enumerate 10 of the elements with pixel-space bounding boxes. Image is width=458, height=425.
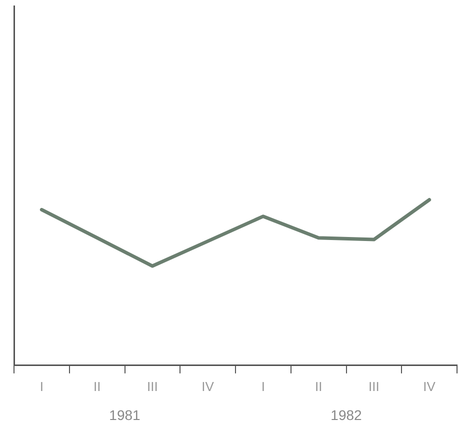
- text: 1981: [109, 406, 141, 423]
- text: 1982: [330, 406, 362, 423]
- x-tick-label: I: [40, 378, 44, 394]
- x-tick-label: II: [314, 378, 322, 394]
- x-tick-label: II: [93, 378, 101, 394]
- x-tick-label: III: [368, 378, 380, 394]
- x-tick-label: I: [261, 378, 265, 394]
- x-tick-label: IV: [202, 378, 214, 394]
- x-tick-label: III: [147, 378, 158, 394]
- x-tick-label: IV: [423, 378, 436, 394]
